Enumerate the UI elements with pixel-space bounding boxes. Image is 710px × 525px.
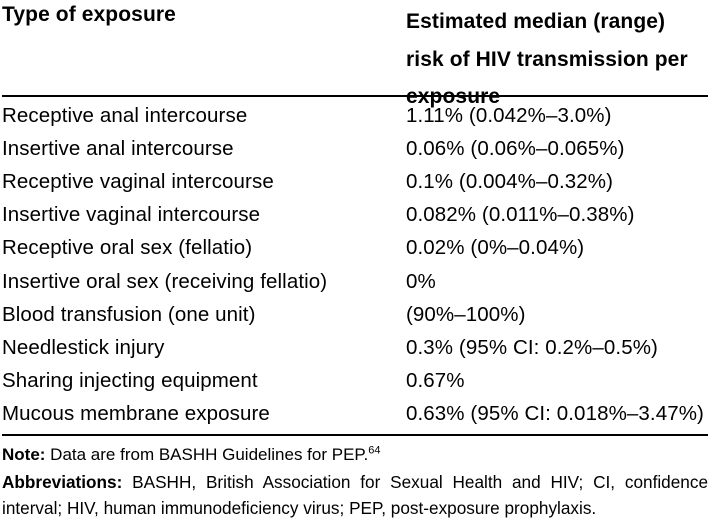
risk-value-cell: 0.02% (0%–0.04%) (406, 236, 585, 260)
table-row: Blood transfusion (one unit) (90%–100%) (2, 298, 708, 331)
header-estimated-risk: Estimated median (range) risk of HIV tra… (406, 10, 688, 108)
table-row: Sharing injecting equipment 0.67% (2, 365, 708, 398)
exposure-type-cell: Sharing injecting equipment (2, 369, 258, 393)
table-row: Receptive vaginal intercourse 0.1% (0.00… (2, 165, 708, 198)
abbreviations-label: Abbreviations: (2, 471, 123, 492)
note-reference-number: 64 (368, 444, 381, 457)
exposure-type-cell: Receptive oral sex (fellatio) (2, 236, 253, 260)
table-row: Insertive vaginal intercourse 0.082% (0.… (2, 199, 708, 232)
risk-value-cell: 0% (406, 269, 436, 293)
risk-value-cell: 0.63% (95% CI: 0.018%–3.47%) (406, 402, 704, 426)
table-row: Insertive anal intercourse 0.06% (0.06%–… (2, 132, 708, 165)
table-body: Receptive anal intercourse 1.11% (0.042%… (2, 97, 708, 436)
risk-value-cell: 0.082% (0.011%–0.38%) (406, 203, 635, 227)
risk-value-cell: 0.67% (406, 369, 465, 393)
table-footnotes: Note: Data are from BASHH Guidelines for… (2, 436, 708, 521)
risk-value-cell: 0.1% (0.004%–0.32%) (406, 169, 614, 193)
exposure-type-cell: Insertive oral sex (receiving fellatio) (2, 269, 328, 293)
exposure-type-cell: Blood transfusion (one unit) (2, 302, 256, 326)
exposure-type-cell: Receptive anal intercourse (2, 103, 248, 127)
abbreviations-text: BASHH, British Association for Sexual He… (2, 471, 708, 518)
exposure-type-cell: Receptive vaginal intercourse (2, 169, 274, 193)
exposure-type-cell: Needlestick injury (2, 335, 165, 359)
risk-value-cell: (90%–100%) (406, 302, 526, 326)
risk-value-cell: 1.11% (0.042%–3.0%) (406, 103, 612, 127)
note-line: Note: Data are from BASHH Guidelines for… (2, 443, 708, 466)
header-type-of-exposure: Type of exposure (2, 3, 176, 26)
table-header-row: Type of exposure Estimated median (range… (2, 0, 708, 108)
table-row: Needlestick injury 0.3% (95% CI: 0.2%–0.… (2, 331, 708, 364)
table-row: Insertive oral sex (receiving fellatio) … (2, 265, 708, 298)
risk-value-cell: 0.06% (0.06%–0.065%) (406, 136, 625, 160)
exposure-type-cell: Insertive anal intercourse (2, 136, 234, 160)
table-row: Receptive anal intercourse 1.11% (0.042%… (2, 99, 708, 132)
table-row: Mucous membrane exposure 0.63% (95% CI: … (2, 398, 708, 431)
note-label: Note: (2, 444, 46, 464)
exposure-type-cell: Insertive vaginal intercourse (2, 203, 261, 227)
risk-value-cell: 0.3% (95% CI: 0.2%–0.5%) (406, 335, 658, 359)
exposure-type-cell: Mucous membrane exposure (2, 402, 270, 426)
table-row: Receptive oral sex (fellatio) 0.02% (0%–… (2, 232, 708, 265)
abbreviations-line: Abbreviations: BASHH, British Associatio… (2, 469, 708, 521)
note-text: Data are from BASHH Guidelines for PEP. (45, 444, 369, 464)
